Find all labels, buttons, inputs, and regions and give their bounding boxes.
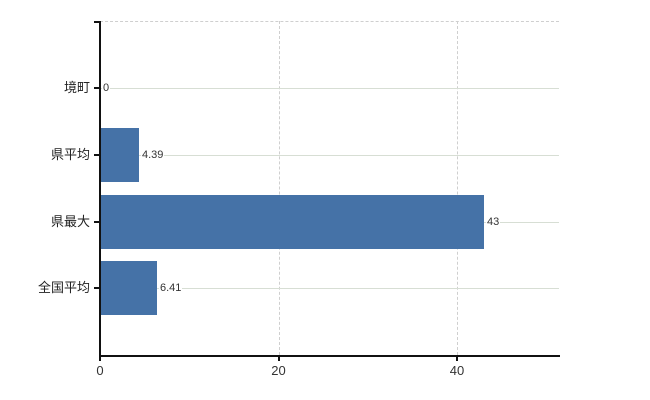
value-gridline — [457, 21, 458, 355]
bar — [100, 195, 484, 249]
value-gridline — [278, 21, 280, 355]
category-gridline — [100, 155, 559, 156]
value-axis-tick-label: 0 — [96, 363, 104, 378]
bar-data-label: 4.39 — [141, 148, 165, 162]
category-axis-tick — [94, 87, 100, 89]
bar-data-label: 0 — [102, 81, 111, 95]
category-gridline — [100, 288, 559, 289]
category-gridline — [100, 88, 559, 89]
category-label: 境町 — [63, 80, 90, 95]
bar — [100, 261, 157, 315]
category-label: 県最大 — [50, 214, 90, 229]
value-axis-tick-label: 20 — [271, 363, 286, 378]
value-axis-tick — [456, 355, 458, 361]
category-label: 県平均 — [50, 147, 90, 162]
bar — [100, 128, 139, 182]
value-axis-tick — [99, 355, 101, 361]
category-axis-end-tick — [94, 21, 100, 23]
category-label: 全国平均 — [37, 280, 90, 295]
category-axis-line — [99, 21, 101, 356]
plot-top-border — [100, 21, 559, 22]
category-axis-tick — [94, 154, 100, 156]
value-axis-tick-label: 40 — [449, 363, 465, 378]
category-axis-tick — [94, 221, 100, 223]
value-axis-tick — [277, 355, 280, 361]
category-axis-tick — [94, 287, 100, 289]
bar-data-label: 43 — [486, 215, 501, 229]
bar-data-label: 6.41 — [159, 281, 183, 295]
value-axis-line — [99, 355, 560, 357]
